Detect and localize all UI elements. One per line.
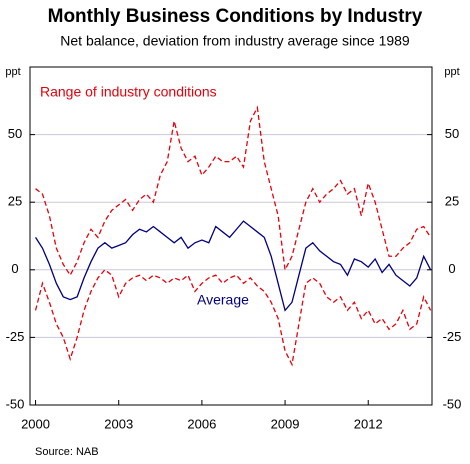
series-line	[34, 220, 432, 312]
y-tick-label: 0	[11, 261, 18, 276]
chart-title: Monthly Business Conditions by Industry	[48, 6, 423, 27]
y-tick-label: -50	[6, 396, 25, 411]
y2-tick-label: -25	[443, 329, 462, 344]
y2-tick-label: 50	[445, 126, 459, 141]
series-label: Average	[197, 292, 249, 308]
chart-subtitle: Net balance, deviation from industry ave…	[60, 33, 410, 49]
series-label: Range of industry conditions	[40, 84, 217, 100]
plot-frame	[29, 66, 433, 406]
y2-tick-label: 25	[445, 194, 459, 209]
series-line	[35, 105, 432, 277]
x-tick-label: 2003	[104, 416, 133, 431]
y2-axis-label: ppt	[444, 66, 459, 78]
x-tick-label: 2012	[354, 416, 383, 431]
x-tick-label: 2009	[271, 416, 300, 431]
y2-tick-label: -50	[443, 396, 462, 411]
x-tick-label: 2000	[21, 416, 50, 431]
y2-tick-label: 0	[448, 261, 455, 276]
y-axis-label: ppt	[5, 66, 20, 78]
series-line	[34, 268, 432, 367]
y-tick-label: -25	[6, 329, 25, 344]
source: Source: NAB	[35, 446, 99, 458]
y-tick-label: 25	[8, 194, 22, 209]
y-tick-label: 50	[8, 126, 22, 141]
x-tick-label: 2006	[187, 416, 216, 431]
